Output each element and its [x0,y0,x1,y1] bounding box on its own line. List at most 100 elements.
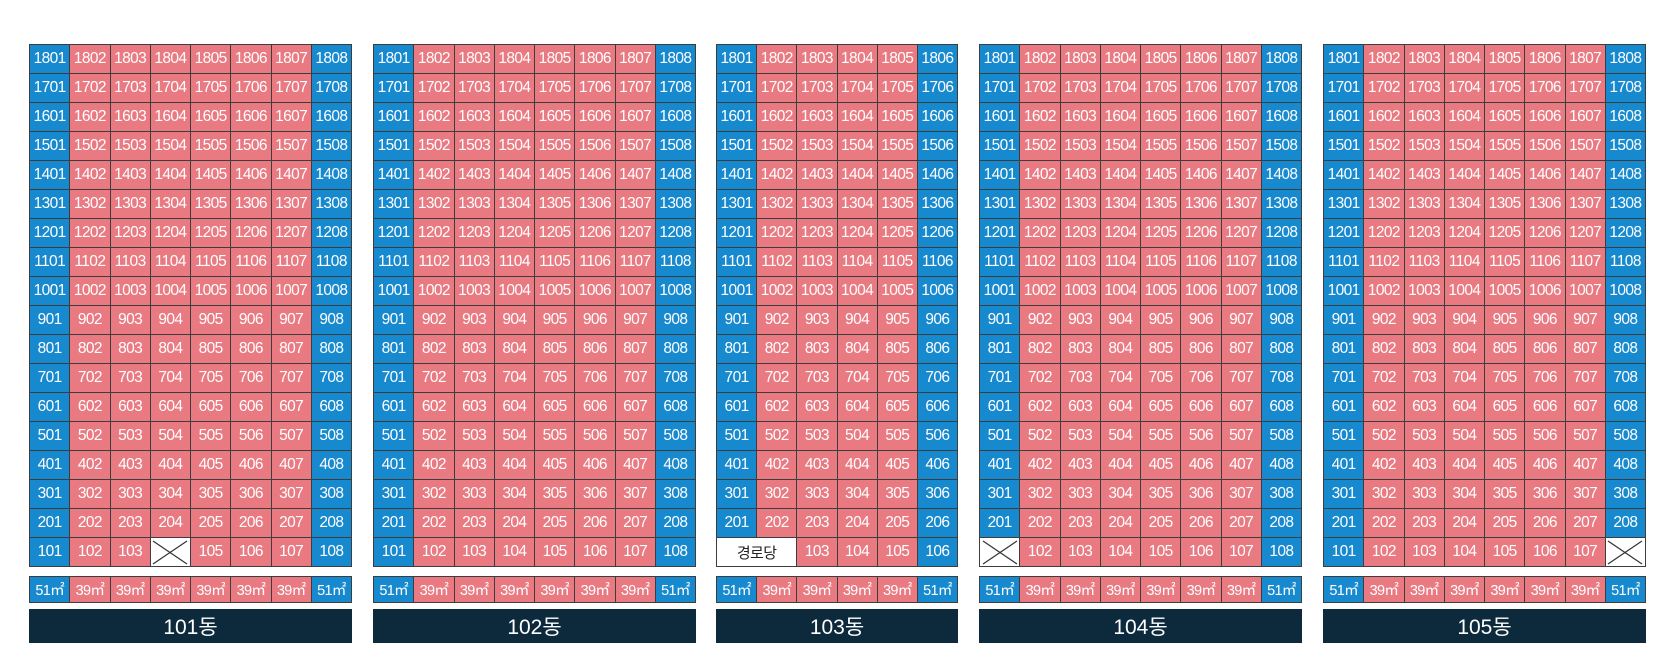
unit-cell[interactable]: 902 [757,306,798,335]
unit-cell[interactable]: 1501 [1324,132,1365,161]
unit-cell[interactable]: 506 [575,422,616,451]
unit-cell[interactable]: 1606 [231,103,272,132]
unit-cell[interactable]: 304 [1100,480,1141,509]
unit-cell[interactable]: 404 [837,451,878,480]
unit-cell[interactable]: 401 [374,451,415,480]
unit-cell[interactable]: 602 [1364,393,1405,422]
unit-cell[interactable]: 206 [1181,509,1222,538]
unit-cell[interactable]: 1603 [110,103,151,132]
unit-cell[interactable]: 1706 [1181,74,1222,103]
unit-cell[interactable]: 606 [1525,393,1566,422]
unit-cell[interactable]: 1308 [1261,190,1302,219]
unit-cell[interactable]: 602 [70,393,111,422]
unit-cell[interactable]: 207 [1565,509,1606,538]
unit-cell[interactable]: 1703 [1404,74,1445,103]
unit-cell[interactable]: 807 [615,335,656,364]
unit-cell[interactable]: 1603 [454,103,495,132]
unit-cell[interactable]: 601 [980,393,1021,422]
unit-cell[interactable]: 1004 [1100,277,1141,306]
unit-cell[interactable]: 1402 [757,161,798,190]
unit-cell[interactable]: 1707 [1565,74,1606,103]
unit-cell[interactable]: 1405 [877,161,918,190]
unit-cell[interactable]: 208 [1261,509,1302,538]
unit-cell[interactable]: 508 [1605,422,1646,451]
unit-cell[interactable]: 1608 [655,103,696,132]
unit-cell[interactable]: 1101 [30,248,71,277]
unit-cell[interactable]: 704 [150,364,191,393]
unit-cell[interactable]: 1601 [30,103,71,132]
unit-cell[interactable]: 804 [494,335,535,364]
unit-cell[interactable]: 1402 [414,161,455,190]
unit-cell[interactable]: 802 [1364,335,1405,364]
unit-cell[interactable]: 1708 [311,74,352,103]
unit-cell[interactable]: 1005 [877,277,918,306]
unit-cell[interactable]: 1503 [1404,132,1445,161]
unit-cell[interactable]: 1501 [717,132,758,161]
unit-cell[interactable]: 807 [271,335,312,364]
unit-cell[interactable]: 506 [231,422,272,451]
unit-cell[interactable]: 805 [1141,335,1182,364]
unit-cell[interactable]: 1808 [311,45,352,74]
unit-cell[interactable]: 605 [1141,393,1182,422]
unit-cell[interactable]: 1501 [980,132,1021,161]
unit-cell[interactable]: 1808 [1261,45,1302,74]
unit-cell[interactable]: 1304 [494,190,535,219]
unit-cell[interactable]: 907 [1565,306,1606,335]
unit-cell[interactable]: 803 [797,335,838,364]
unit-cell[interactable]: 201 [374,509,415,538]
unit-cell[interactable]: 108 [311,538,352,567]
unit-cell[interactable]: 208 [1605,509,1646,538]
unit-cell[interactable]: 403 [1404,451,1445,480]
unit-cell[interactable]: 1402 [70,161,111,190]
unit-cell[interactable]: 1602 [414,103,455,132]
unit-cell[interactable]: 406 [1181,451,1222,480]
unit-cell[interactable]: 1804 [494,45,535,74]
unit-cell[interactable]: 1305 [535,190,576,219]
unit-cell[interactable]: 505 [191,422,232,451]
unit-cell[interactable]: 1106 [575,248,616,277]
unit-cell[interactable]: 1705 [535,74,576,103]
unit-cell[interactable]: 1503 [110,132,151,161]
unit-cell[interactable]: 507 [271,422,312,451]
unit-cell[interactable]: 503 [1404,422,1445,451]
unit-cell[interactable]: 908 [311,306,352,335]
unit-cell[interactable]: 806 [231,335,272,364]
unit-cell[interactable]: 103 [110,538,151,567]
unit-cell[interactable]: 1002 [1020,277,1061,306]
unit-cell[interactable]: 1601 [1324,103,1365,132]
unit-cell[interactable]: 1807 [1221,45,1262,74]
unit-cell[interactable]: 1006 [1525,277,1566,306]
unit-cell[interactable]: 506 [1181,422,1222,451]
unit-cell[interactable]: 1602 [70,103,111,132]
unit-cell[interactable]: 401 [980,451,1021,480]
unit-cell[interactable]: 1004 [150,277,191,306]
unit-cell[interactable]: 1605 [877,103,918,132]
unit-cell[interactable]: 1301 [717,190,758,219]
unit-cell[interactable]: 201 [30,509,71,538]
unit-cell[interactable]: 1306 [1525,190,1566,219]
unit-cell[interactable]: 804 [837,335,878,364]
unit-cell[interactable]: 901 [980,306,1021,335]
unit-cell[interactable]: 301 [1324,480,1365,509]
unit-cell[interactable]: 1206 [917,219,958,248]
unit-cell[interactable]: 1102 [757,248,798,277]
unit-cell[interactable]: 1307 [1221,190,1262,219]
unit-cell[interactable]: 1604 [837,103,878,132]
unit-cell[interactable]: 1408 [1605,161,1646,190]
unit-cell[interactable]: 802 [757,335,798,364]
unit-cell[interactable]: 1002 [1364,277,1405,306]
unit-cell[interactable]: 301 [374,480,415,509]
unit-cell[interactable]: 202 [414,509,455,538]
unit-cell[interactable]: 607 [615,393,656,422]
unit-cell[interactable]: 806 [917,335,958,364]
unit-cell[interactable]: 404 [1444,451,1485,480]
unit-cell[interactable]: 1507 [615,132,656,161]
unit-cell[interactable]: 1302 [1020,190,1061,219]
unit-cell[interactable]: 1505 [535,132,576,161]
unit-cell[interactable]: 902 [1020,306,1061,335]
unit-cell[interactable]: 101 [30,538,71,567]
unit-cell[interactable]: 402 [414,451,455,480]
unit-cell[interactable]: 1805 [535,45,576,74]
unit-cell[interactable]: 503 [1060,422,1101,451]
unit-cell[interactable]: 502 [414,422,455,451]
